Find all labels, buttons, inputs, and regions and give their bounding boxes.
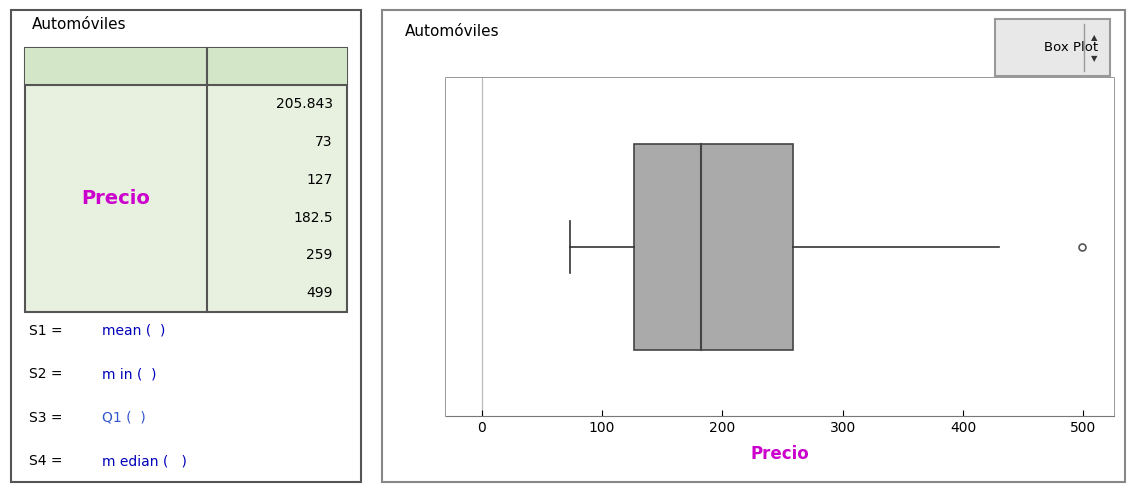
Text: Precio: Precio [750, 445, 809, 463]
Text: S4 =: S4 = [28, 454, 67, 468]
FancyBboxPatch shape [11, 10, 360, 482]
Text: Precio: Precio [82, 189, 151, 208]
Bar [445, 78, 1113, 416]
Text: 499: 499 [307, 286, 333, 300]
Text: 127: 127 [307, 173, 333, 187]
Text: 205.843: 205.843 [276, 97, 333, 111]
Bar [25, 48, 346, 312]
Text: ▲: ▲ [1091, 33, 1097, 42]
Text: ▼: ▼ [1091, 54, 1097, 62]
FancyBboxPatch shape [383, 10, 1125, 482]
Text: S2 =: S2 = [28, 368, 67, 381]
Text: S3 =: S3 = [28, 411, 67, 425]
Text: Box Plot: Box Plot [1044, 41, 1099, 54]
Text: 73: 73 [315, 135, 333, 149]
Text: Automóviles: Automóviles [404, 24, 500, 39]
Bar [25, 48, 346, 86]
Text: Automóviles: Automóviles [32, 17, 127, 32]
Text: S1 =: S1 = [28, 324, 67, 338]
Text: m in (  ): m in ( ) [102, 368, 157, 381]
Text: mean (  ): mean ( ) [102, 324, 166, 338]
FancyBboxPatch shape [995, 19, 1110, 76]
Text: 259: 259 [307, 248, 333, 262]
Text: m edian (   ): m edian ( ) [102, 454, 187, 468]
Text: Q1 (  ): Q1 ( ) [102, 411, 145, 425]
Text: 182.5: 182.5 [293, 211, 333, 225]
